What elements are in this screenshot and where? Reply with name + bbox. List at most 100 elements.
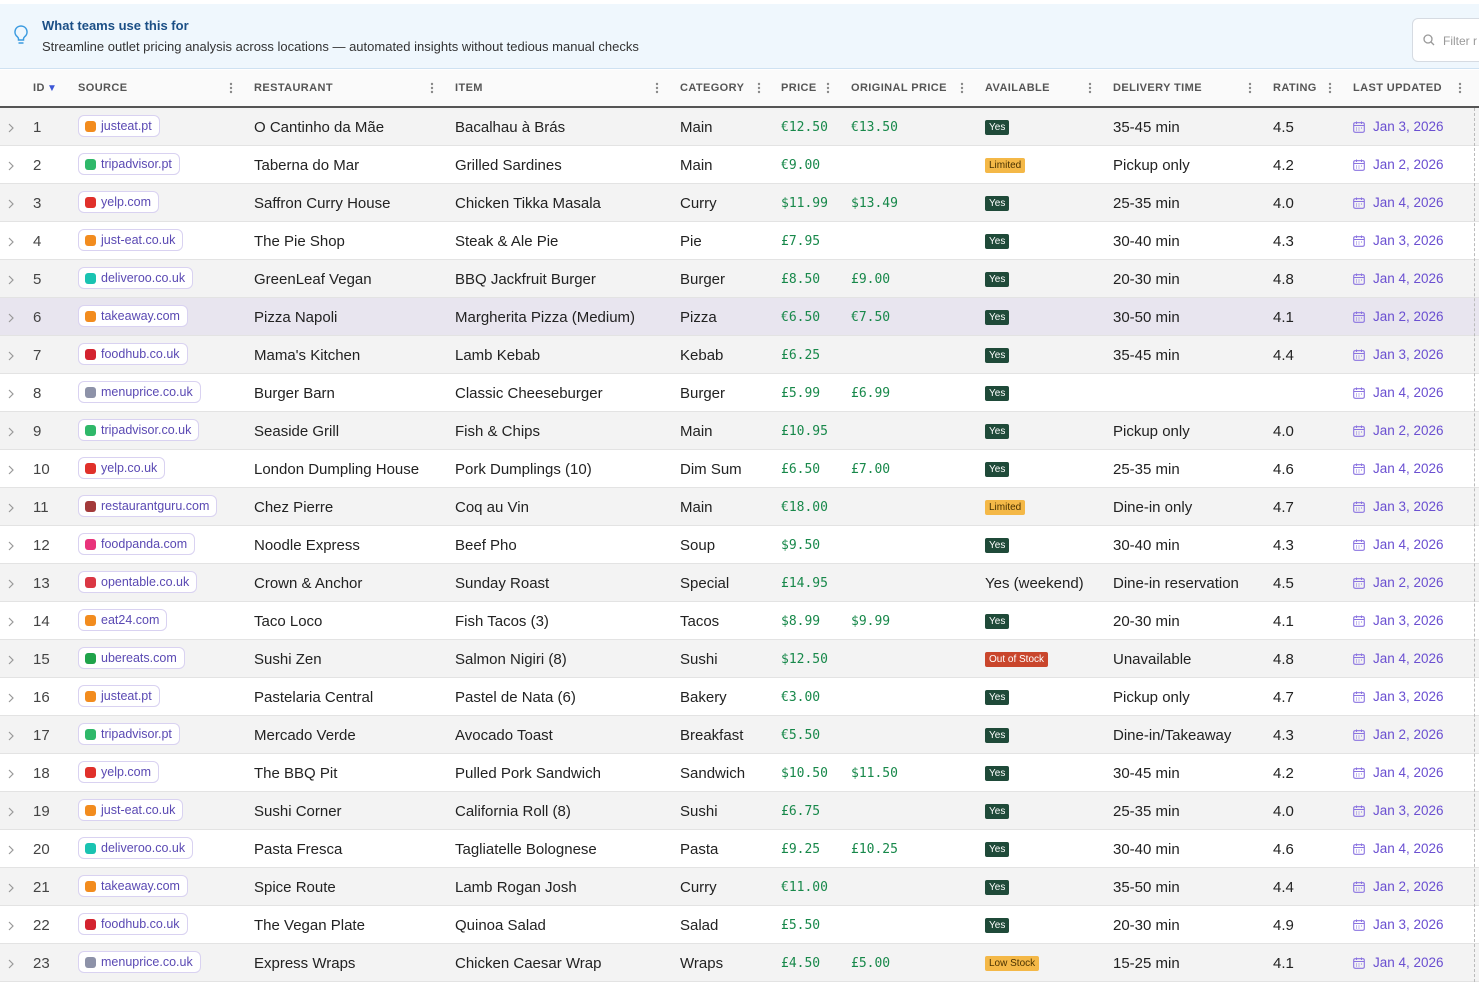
category: Wraps	[680, 955, 724, 972]
price: €5.50	[781, 728, 821, 743]
source-pill[interactable]: just-eat.co.uk	[78, 229, 184, 251]
source-pill[interactable]: eat24.com	[78, 609, 168, 631]
table-row[interactable]: 7 foodhub.co.uk Mama's Kitchen Lamb Kebab Ke…	[0, 336, 1479, 374]
filter-input[interactable]: Filter r	[1412, 18, 1479, 62]
source-pill[interactable]: yelp.com	[78, 191, 160, 213]
table-row[interactable]: 23 menuprice.co.uk Express Wraps Chicken Ca…	[0, 944, 1479, 982]
category: Sushi	[680, 651, 718, 668]
column-header[interactable]: ID	[33, 82, 45, 94]
table-row[interactable]: 13 opentable.co.uk Crown & Anchor Sunday Ro…	[0, 564, 1479, 602]
table-row[interactable]: 11 restaurantguru.com Chez Pierre Coq au Vi…	[0, 488, 1479, 526]
source-name: deliveroo.co.uk	[101, 841, 186, 855]
source-pill[interactable]: takeaway.com	[78, 875, 188, 897]
table-row[interactable]: 16 justeat.pt Pastelaria Central Pastel de …	[0, 678, 1479, 716]
table-row[interactable]: 18 yelp.com The BBQ Pit Pulled Pork Sandwic…	[0, 754, 1479, 792]
calendar-icon	[1353, 387, 1365, 399]
category: Pizza	[680, 309, 717, 326]
table-row[interactable]: 12 foodpanda.com Noodle Express Beef Pho Sou…	[0, 526, 1479, 564]
column-header[interactable]: RESTAURANT	[254, 82, 333, 94]
expand-chevron	[8, 427, 14, 437]
rating: 4.2	[1273, 765, 1294, 782]
column-header[interactable]: SOURCE	[78, 82, 128, 94]
column-header[interactable]: ITEM	[455, 82, 483, 94]
source-pill[interactable]: foodhub.co.uk	[78, 913, 188, 935]
source-icon	[85, 424, 96, 436]
column-header[interactable]: RATING	[1273, 82, 1317, 94]
source-icon	[85, 766, 96, 778]
source-pill[interactable]: menuprice.co.uk	[78, 951, 201, 973]
category: Dim Sum	[680, 461, 742, 478]
table-row[interactable]: 21 takeaway.com Spice Route Lamb Rogan Josh…	[0, 868, 1479, 906]
row-id: 14	[33, 613, 50, 630]
price: £6.75	[781, 804, 821, 819]
table-row[interactable]: 15 ubereats.com Sushi Zen Salmon Nigiri (8)…	[0, 640, 1479, 678]
last-updated: Jan 2, 2026	[1353, 309, 1444, 324]
table-row[interactable]: 2 tripadvisor.pt Taberna do Mar Grilled Sar…	[0, 146, 1479, 184]
source-pill[interactable]: restaurantguru.com	[78, 495, 218, 517]
source-pill[interactable]: yelp.com	[78, 761, 160, 783]
table-row[interactable]: 8 menuprice.co.uk Burger Barn Classic Chees…	[0, 374, 1479, 412]
availability-badge: Yes	[985, 462, 1010, 477]
rating: 4.5	[1273, 119, 1294, 136]
price: $8.99	[781, 614, 821, 629]
source-icon	[85, 576, 96, 588]
source-pill[interactable]: tripadvisor.pt	[78, 723, 180, 745]
calendar-icon	[1353, 805, 1365, 817]
source-icon	[85, 728, 96, 740]
table-row[interactable]: 20 deliveroo.co.uk Pasta Fresca Tagliatelle…	[0, 830, 1479, 868]
rating: 4.3	[1273, 537, 1294, 554]
calendar-icon	[1353, 121, 1365, 133]
table-row[interactable]: 4 just-eat.co.uk The Pie Shop Steak & Ale P…	[0, 222, 1479, 260]
table-row[interactable]: 5 deliveroo.co.uk GreenLeaf Vegan BBQ Jackf…	[0, 260, 1479, 298]
source-pill[interactable]: deliveroo.co.uk	[78, 267, 194, 289]
column-header[interactable]: PRICE	[781, 82, 817, 94]
source-pill[interactable]: deliveroo.co.uk	[78, 837, 194, 859]
category: Main	[680, 423, 713, 440]
table-row[interactable]: 14 eat24.com Taco Loco Fish Tacos (3) Tacos $…	[0, 602, 1479, 640]
source-name: takeaway.com	[101, 879, 180, 893]
column-header[interactable]: AVAILABLE	[985, 82, 1050, 94]
rating: 4.1	[1273, 613, 1294, 630]
column-menu	[960, 82, 964, 94]
column-header[interactable]: ORIGINAL PRICE	[851, 82, 947, 94]
restaurant: Sushi Corner	[254, 803, 342, 820]
item: Chicken Caesar Wrap	[455, 955, 602, 972]
source-pill[interactable]: just-eat.co.uk	[78, 799, 184, 821]
source-pill[interactable]: justeat.pt	[78, 685, 160, 707]
source-icon	[85, 120, 96, 132]
table-row[interactable]: 10 yelp.co.uk London Dumpling House Pork Du…	[0, 450, 1479, 488]
source-pill[interactable]: tripadvisor.co.uk	[78, 419, 200, 441]
expand-chevron	[8, 921, 14, 931]
table-row[interactable]: 6 takeaway.com Pizza Napoli Margherita Pizz…	[0, 298, 1479, 336]
table-row[interactable]: 1 justeat.pt O Cantinho da Mãe Bacalhau à B…	[0, 108, 1479, 146]
column-header[interactable]: CATEGORY	[680, 82, 745, 94]
table-row[interactable]: 9 tripadvisor.co.uk Seaside Grill Fish & Ch…	[0, 412, 1479, 450]
source-pill[interactable]: menuprice.co.uk	[78, 381, 201, 403]
expand-chevron	[8, 959, 14, 969]
availability: Yes (weekend)	[985, 575, 1084, 592]
source-pill[interactable]: ubereats.com	[78, 647, 185, 669]
source-pill[interactable]: takeaway.com	[78, 305, 188, 327]
column-menu	[655, 82, 659, 94]
column-header[interactable]: DELIVERY TIME	[1113, 82, 1202, 94]
price: £7.95	[781, 234, 821, 249]
item: Grilled Sardines	[455, 157, 562, 174]
price: £14.95	[781, 576, 828, 591]
source-pill[interactable]: foodhub.co.uk	[78, 343, 188, 365]
source-pill[interactable]: yelp.co.uk	[78, 457, 166, 479]
table-row[interactable]: 22 foodhub.co.uk The Vegan Plate Quinoa Sal…	[0, 906, 1479, 944]
restaurant: Taberna do Mar	[254, 157, 360, 174]
row-id: 2	[33, 157, 42, 174]
table-row[interactable]: 3 yelp.com Saffron Curry House Chicken Tikk…	[0, 184, 1479, 222]
column-header[interactable]: LAST UPDATED	[1353, 82, 1442, 94]
delivery-time: 30-40 min	[1113, 841, 1180, 858]
source-pill[interactable]: opentable.co.uk	[78, 571, 198, 593]
delivery-time: 30-40 min	[1113, 537, 1180, 554]
table-row[interactable]: 19 just-eat.co.uk Sushi Corner California R…	[0, 792, 1479, 830]
table-row[interactable]: 17 tripadvisor.pt Mercado Verde Avocado Toa…	[0, 716, 1479, 754]
source-pill[interactable]: justeat.pt	[78, 115, 160, 137]
source-pill[interactable]: foodpanda.com	[78, 533, 196, 555]
source-pill[interactable]: tripadvisor.pt	[78, 153, 180, 175]
restaurant: Sushi Zen	[254, 651, 322, 668]
calendar-icon	[1353, 197, 1365, 209]
